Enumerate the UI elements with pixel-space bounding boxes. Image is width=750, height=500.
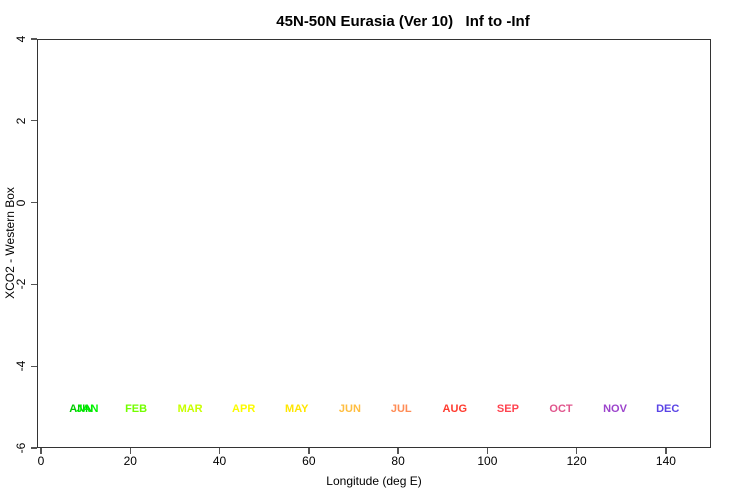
x-axis-tick-label: 120 bbox=[566, 454, 587, 468]
month-label-sep: SEP bbox=[496, 403, 519, 416]
month-label-ann: ANN bbox=[69, 403, 94, 416]
y-axis-tick bbox=[31, 365, 37, 367]
month-label-dec: DEC bbox=[656, 403, 680, 416]
x-axis-tick bbox=[486, 448, 489, 454]
month-label-jan: JAN bbox=[76, 403, 99, 416]
month-label-apr: APR bbox=[232, 403, 256, 416]
x-axis-tick bbox=[129, 448, 131, 454]
x-axis-tick-label: 40 bbox=[212, 454, 227, 468]
y-axis-tick bbox=[31, 38, 37, 40]
x-axis-tick bbox=[218, 448, 221, 454]
month-label-feb: FEB bbox=[125, 403, 148, 416]
x-axis-tick-label: 0 bbox=[37, 454, 45, 468]
y-axis-tick bbox=[31, 283, 37, 286]
x-axis-tick bbox=[665, 448, 667, 454]
x-axis-tick-label: 80 bbox=[391, 454, 405, 468]
y-axis-tick-label: 4 bbox=[14, 35, 28, 43]
month-label-oct: OCT bbox=[549, 403, 573, 416]
y-axis-tick-label: 2 bbox=[14, 117, 28, 125]
x-axis-tick-label: 140 bbox=[655, 454, 676, 468]
month-label-may: MAY bbox=[285, 403, 309, 416]
x-axis-title: Longitude (deg E) bbox=[326, 474, 422, 488]
month-label-jul: JUL bbox=[390, 403, 412, 416]
plot-area bbox=[37, 39, 711, 448]
x-axis-tick-label: 60 bbox=[302, 454, 316, 468]
x-axis-tick bbox=[397, 448, 399, 454]
y-axis-tick-label: -2 bbox=[14, 279, 28, 290]
y-axis-tick-label: 0 bbox=[14, 199, 28, 206]
chart-title: 45N-50N Eurasia (Ver 10) Inf to -Inf bbox=[276, 13, 530, 30]
x-axis-tick bbox=[575, 448, 578, 454]
month-label-aug: AUG bbox=[442, 403, 468, 416]
y-axis-tick-label: -4 bbox=[14, 360, 28, 372]
x-axis-tick-label: 100 bbox=[477, 454, 498, 468]
x-axis-tick bbox=[40, 448, 42, 454]
x-axis-tick bbox=[308, 448, 310, 454]
y-axis-tick bbox=[31, 120, 37, 122]
y-axis-tick bbox=[31, 201, 37, 204]
y-axis-tick-label: -6 bbox=[14, 442, 28, 454]
month-label-jun: JUN bbox=[338, 403, 361, 416]
month-label-nov: NOV bbox=[603, 403, 627, 416]
x-axis-tick-label: 20 bbox=[123, 454, 137, 468]
month-label-mar: MAR bbox=[177, 403, 203, 416]
y-axis-tick bbox=[31, 447, 37, 449]
